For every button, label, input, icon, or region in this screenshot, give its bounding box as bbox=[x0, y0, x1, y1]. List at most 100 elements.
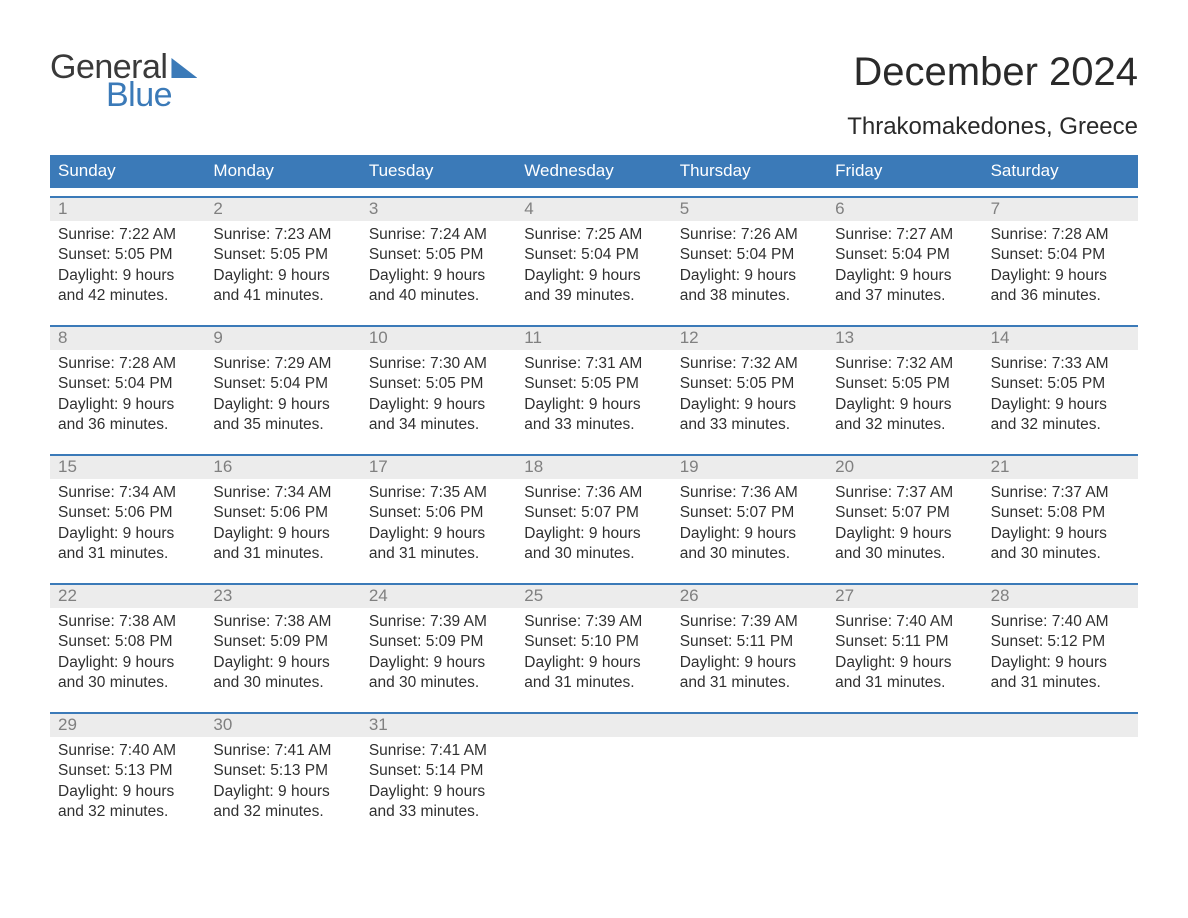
week-row: 1234567Sunrise: 7:22 AMSunset: 5:05 PMDa… bbox=[50, 196, 1138, 317]
day-cell bbox=[983, 737, 1138, 833]
daylight-text-line1: Daylight: 9 hours bbox=[58, 395, 197, 415]
day-number: 8 bbox=[50, 327, 205, 350]
daylight-text-line2: and 31 minutes. bbox=[524, 673, 663, 693]
daylight-text-line1: Daylight: 9 hours bbox=[680, 653, 819, 673]
daylight-text-line2: and 30 minutes. bbox=[58, 673, 197, 693]
daylight-text-line2: and 31 minutes. bbox=[991, 673, 1130, 693]
sunset-text: Sunset: 5:06 PM bbox=[213, 503, 352, 523]
daylight-text-line2: and 39 minutes. bbox=[524, 286, 663, 306]
sunrise-text: Sunrise: 7:28 AM bbox=[58, 354, 197, 374]
day-number: 20 bbox=[827, 456, 982, 479]
day-cell: Sunrise: 7:34 AMSunset: 5:06 PMDaylight:… bbox=[205, 479, 360, 575]
day-number: 27 bbox=[827, 585, 982, 608]
day-cell: Sunrise: 7:23 AMSunset: 5:05 PMDaylight:… bbox=[205, 221, 360, 317]
sunrise-text: Sunrise: 7:38 AM bbox=[58, 612, 197, 632]
day-number: 23 bbox=[205, 585, 360, 608]
daylight-text-line2: and 41 minutes. bbox=[213, 286, 352, 306]
sunset-text: Sunset: 5:05 PM bbox=[524, 374, 663, 394]
sunset-text: Sunset: 5:09 PM bbox=[213, 632, 352, 652]
daylight-text-line2: and 34 minutes. bbox=[369, 415, 508, 435]
week-cells-row: Sunrise: 7:22 AMSunset: 5:05 PMDaylight:… bbox=[50, 221, 1138, 317]
day-header-label: Thursday bbox=[672, 155, 827, 188]
daylight-text-line1: Daylight: 9 hours bbox=[213, 266, 352, 286]
sunset-text: Sunset: 5:05 PM bbox=[835, 374, 974, 394]
day-header-label: Friday bbox=[827, 155, 982, 188]
sunset-text: Sunset: 5:06 PM bbox=[58, 503, 197, 523]
daylight-text-line1: Daylight: 9 hours bbox=[369, 782, 508, 802]
day-number: 22 bbox=[50, 585, 205, 608]
week-cells-row: Sunrise: 7:40 AMSunset: 5:13 PMDaylight:… bbox=[50, 737, 1138, 833]
day-cell: Sunrise: 7:22 AMSunset: 5:05 PMDaylight:… bbox=[50, 221, 205, 317]
sunset-text: Sunset: 5:07 PM bbox=[680, 503, 819, 523]
daylight-text-line1: Daylight: 9 hours bbox=[369, 524, 508, 544]
sunrise-text: Sunrise: 7:40 AM bbox=[58, 741, 197, 761]
sunrise-text: Sunrise: 7:22 AM bbox=[58, 225, 197, 245]
sunset-text: Sunset: 5:05 PM bbox=[991, 374, 1130, 394]
day-number: 9 bbox=[205, 327, 360, 350]
day-number: 18 bbox=[516, 456, 671, 479]
daylight-text-line2: and 33 minutes. bbox=[524, 415, 663, 435]
daylight-text-line1: Daylight: 9 hours bbox=[369, 653, 508, 673]
day-number: 15 bbox=[50, 456, 205, 479]
daylight-text-line1: Daylight: 9 hours bbox=[524, 395, 663, 415]
week-cells-row: Sunrise: 7:28 AMSunset: 5:04 PMDaylight:… bbox=[50, 350, 1138, 446]
day-header-label: Saturday bbox=[983, 155, 1138, 188]
sunset-text: Sunset: 5:04 PM bbox=[835, 245, 974, 265]
sunrise-text: Sunrise: 7:24 AM bbox=[369, 225, 508, 245]
week-daynum-row: 15161718192021 bbox=[50, 454, 1138, 479]
daylight-text-line2: and 32 minutes. bbox=[213, 802, 352, 822]
sunset-text: Sunset: 5:05 PM bbox=[213, 245, 352, 265]
title-block: December 2024 Thrakomakedones, Greece bbox=[847, 50, 1138, 141]
sunset-text: Sunset: 5:05 PM bbox=[680, 374, 819, 394]
daylight-text-line2: and 38 minutes. bbox=[680, 286, 819, 306]
day-number bbox=[672, 714, 827, 737]
day-cell: Sunrise: 7:41 AMSunset: 5:14 PMDaylight:… bbox=[361, 737, 516, 833]
day-number: 12 bbox=[672, 327, 827, 350]
day-cell: Sunrise: 7:37 AMSunset: 5:07 PMDaylight:… bbox=[827, 479, 982, 575]
daylight-text-line1: Daylight: 9 hours bbox=[991, 395, 1130, 415]
sunrise-text: Sunrise: 7:29 AM bbox=[213, 354, 352, 374]
day-cell: Sunrise: 7:40 AMSunset: 5:12 PMDaylight:… bbox=[983, 608, 1138, 704]
day-cell: Sunrise: 7:35 AMSunset: 5:06 PMDaylight:… bbox=[361, 479, 516, 575]
day-number: 24 bbox=[361, 585, 516, 608]
daylight-text-line1: Daylight: 9 hours bbox=[680, 266, 819, 286]
day-header-label: Wednesday bbox=[516, 155, 671, 188]
daylight-text-line2: and 42 minutes. bbox=[58, 286, 197, 306]
day-cell: Sunrise: 7:27 AMSunset: 5:04 PMDaylight:… bbox=[827, 221, 982, 317]
day-number: 16 bbox=[205, 456, 360, 479]
daylight-text-line2: and 32 minutes. bbox=[835, 415, 974, 435]
week-daynum-row: 1234567 bbox=[50, 196, 1138, 221]
page: General Blue December 2024 Thrakomakedon… bbox=[0, 0, 1188, 833]
sunset-text: Sunset: 5:04 PM bbox=[991, 245, 1130, 265]
day-number bbox=[516, 714, 671, 737]
daylight-text-line1: Daylight: 9 hours bbox=[991, 653, 1130, 673]
daylight-text-line2: and 30 minutes. bbox=[835, 544, 974, 564]
day-cell: Sunrise: 7:30 AMSunset: 5:05 PMDaylight:… bbox=[361, 350, 516, 446]
week-cells-row: Sunrise: 7:38 AMSunset: 5:08 PMDaylight:… bbox=[50, 608, 1138, 704]
day-cell: Sunrise: 7:39 AMSunset: 5:10 PMDaylight:… bbox=[516, 608, 671, 704]
calendar: SundayMondayTuesdayWednesdayThursdayFrid… bbox=[50, 155, 1138, 833]
sunset-text: Sunset: 5:13 PM bbox=[213, 761, 352, 781]
daylight-text-line2: and 40 minutes. bbox=[369, 286, 508, 306]
day-cell: Sunrise: 7:36 AMSunset: 5:07 PMDaylight:… bbox=[516, 479, 671, 575]
location-label: Thrakomakedones, Greece bbox=[847, 113, 1138, 141]
day-number bbox=[983, 714, 1138, 737]
sunrise-text: Sunrise: 7:32 AM bbox=[680, 354, 819, 374]
day-number bbox=[827, 714, 982, 737]
day-cell: Sunrise: 7:28 AMSunset: 5:04 PMDaylight:… bbox=[983, 221, 1138, 317]
day-cell: Sunrise: 7:32 AMSunset: 5:05 PMDaylight:… bbox=[672, 350, 827, 446]
day-number: 21 bbox=[983, 456, 1138, 479]
daylight-text-line2: and 31 minutes. bbox=[213, 544, 352, 564]
daylight-text-line1: Daylight: 9 hours bbox=[58, 266, 197, 286]
daylight-text-line2: and 31 minutes. bbox=[369, 544, 508, 564]
sunrise-text: Sunrise: 7:41 AM bbox=[213, 741, 352, 761]
sunset-text: Sunset: 5:08 PM bbox=[991, 503, 1130, 523]
daylight-text-line1: Daylight: 9 hours bbox=[680, 395, 819, 415]
daylight-text-line2: and 32 minutes. bbox=[58, 802, 197, 822]
day-number: 2 bbox=[205, 198, 360, 221]
sunrise-text: Sunrise: 7:28 AM bbox=[991, 225, 1130, 245]
sunrise-text: Sunrise: 7:36 AM bbox=[524, 483, 663, 503]
daylight-text-line1: Daylight: 9 hours bbox=[213, 782, 352, 802]
sunset-text: Sunset: 5:07 PM bbox=[524, 503, 663, 523]
day-header-label: Sunday bbox=[50, 155, 205, 188]
